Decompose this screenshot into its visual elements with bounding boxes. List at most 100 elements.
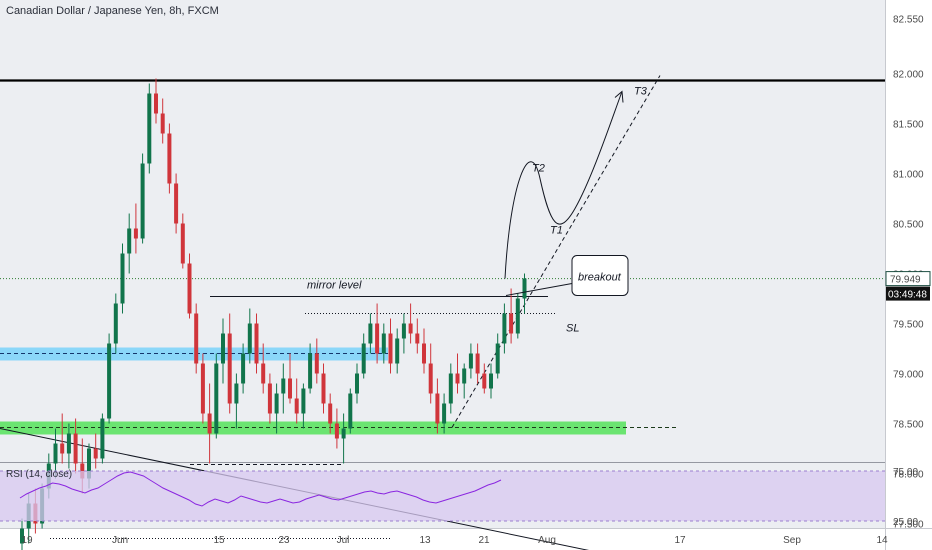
candle-body: [381, 333, 386, 354]
candle-body: [281, 378, 286, 394]
price-tick-label: 78.500: [893, 420, 924, 431]
candle-body: [301, 388, 306, 414]
candle: [455, 353, 460, 394]
candle-body: [368, 323, 373, 344]
candle: [509, 288, 514, 344]
chart-title: Canadian Dollar / Japanese Yen, 8h, FXCM: [6, 5, 219, 17]
candle-body: [207, 413, 212, 434]
candle-body: [174, 183, 179, 224]
candle: [187, 253, 192, 319]
candle-body: [475, 353, 480, 374]
candle: [294, 378, 299, 424]
green-support-zone[interactable]: [0, 421, 626, 435]
candle: [281, 363, 286, 414]
candle-body: [200, 363, 205, 414]
date-tick-label: 13: [419, 535, 431, 546]
candle: [395, 328, 400, 374]
date-tick-label: Aug: [538, 535, 556, 546]
date-tick-label: 14: [876, 535, 888, 546]
candle: [328, 393, 333, 434]
breakout-callout-box[interactable]: [571, 255, 629, 296]
candle-body: [294, 398, 299, 414]
t3-label: T3: [634, 86, 648, 98]
candle: [20, 518, 24, 550]
rsi-title: RSI (14, close): [6, 469, 72, 480]
candle: [247, 308, 252, 364]
candle-body: [214, 363, 219, 434]
candle-body: [395, 338, 400, 364]
date-tick-label: Jun: [112, 535, 128, 546]
candle-body: [100, 418, 105, 459]
candle: [401, 313, 406, 354]
candle: [321, 363, 326, 414]
candle-body: [515, 298, 520, 334]
candle-body: [468, 353, 473, 369]
candle: [308, 343, 313, 394]
price-tick-label: 82.550: [893, 15, 924, 26]
candle: [93, 433, 98, 469]
candle-body: [442, 403, 447, 424]
candle: [355, 363, 359, 404]
price-axis[interactable]: 82.55082.00081.50081.00080.50080.00079.5…: [893, 15, 924, 531]
price-pane[interactable]: [0, 0, 885, 462]
candle: [180, 213, 185, 269]
candle: [502, 303, 507, 354]
candle-body: [93, 448, 98, 459]
candle-body: [53, 443, 58, 464]
candle-body: [194, 313, 199, 364]
candle: [341, 413, 346, 464]
candle-body: [73, 433, 78, 464]
candle: [113, 293, 118, 354]
candle-body: [428, 363, 433, 394]
candle: [489, 363, 493, 399]
candle-body: [334, 423, 339, 439]
blue-support-zone[interactable]: [0, 347, 388, 361]
candle: [288, 353, 292, 404]
candle: [127, 213, 132, 274]
time-axis[interactable]: 19 Jun 15 23 Jul 13 21 Aug 17 Sep 14: [21, 535, 888, 546]
candle: [442, 393, 447, 434]
price-tick-label: 82.000: [893, 70, 924, 81]
candle-body: [274, 393, 279, 414]
candle: [154, 78, 158, 124]
price-tick-label: 78.000: [893, 470, 924, 481]
candle: [462, 363, 467, 399]
breakout-callout-pointer: [505, 283, 573, 296]
countdown-label: 03:49:48: [888, 290, 927, 301]
candle-body: [321, 373, 326, 404]
date-tick-label: 21: [478, 535, 490, 546]
candle: [174, 173, 179, 234]
t1-label: T1: [550, 225, 563, 237]
ascending-trendline[interactable]: [451, 75, 661, 428]
candle-body: [254, 323, 259, 364]
candle: [408, 303, 413, 344]
candle-body: [502, 313, 507, 344]
candle-body: [127, 228, 132, 254]
candle: [428, 343, 433, 404]
mirror-level-label: mirror level: [307, 280, 362, 292]
candle-body: [140, 163, 145, 239]
current-price-label: 79.949: [890, 275, 921, 286]
candle: [435, 378, 440, 434]
candle: [482, 363, 487, 394]
price-tick-label: 81.000: [893, 170, 924, 181]
candle-body: [267, 383, 272, 414]
candle: [475, 343, 480, 384]
countdown-label-bg: [886, 286, 930, 301]
candle-body: [221, 333, 225, 364]
candle-body: [167, 133, 172, 184]
candle: [468, 343, 473, 379]
candle-body: [187, 263, 192, 314]
candle: [241, 343, 246, 394]
candle: [60, 413, 65, 464]
candle-body: [348, 393, 353, 429]
candle-body: [160, 113, 165, 134]
t2-label: T2: [532, 163, 545, 175]
candle-body: [509, 313, 514, 334]
projected-path[interactable]: [504, 91, 623, 279]
candle: [194, 303, 199, 374]
date-tick-label: 23: [278, 535, 290, 546]
candle: [381, 323, 386, 364]
sl-label: SL: [566, 323, 579, 335]
